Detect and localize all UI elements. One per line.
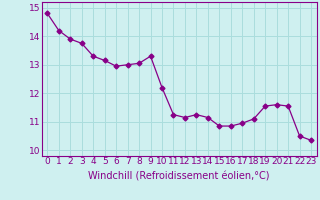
X-axis label: Windchill (Refroidissement éolien,°C): Windchill (Refroidissement éolien,°C): [88, 172, 270, 182]
